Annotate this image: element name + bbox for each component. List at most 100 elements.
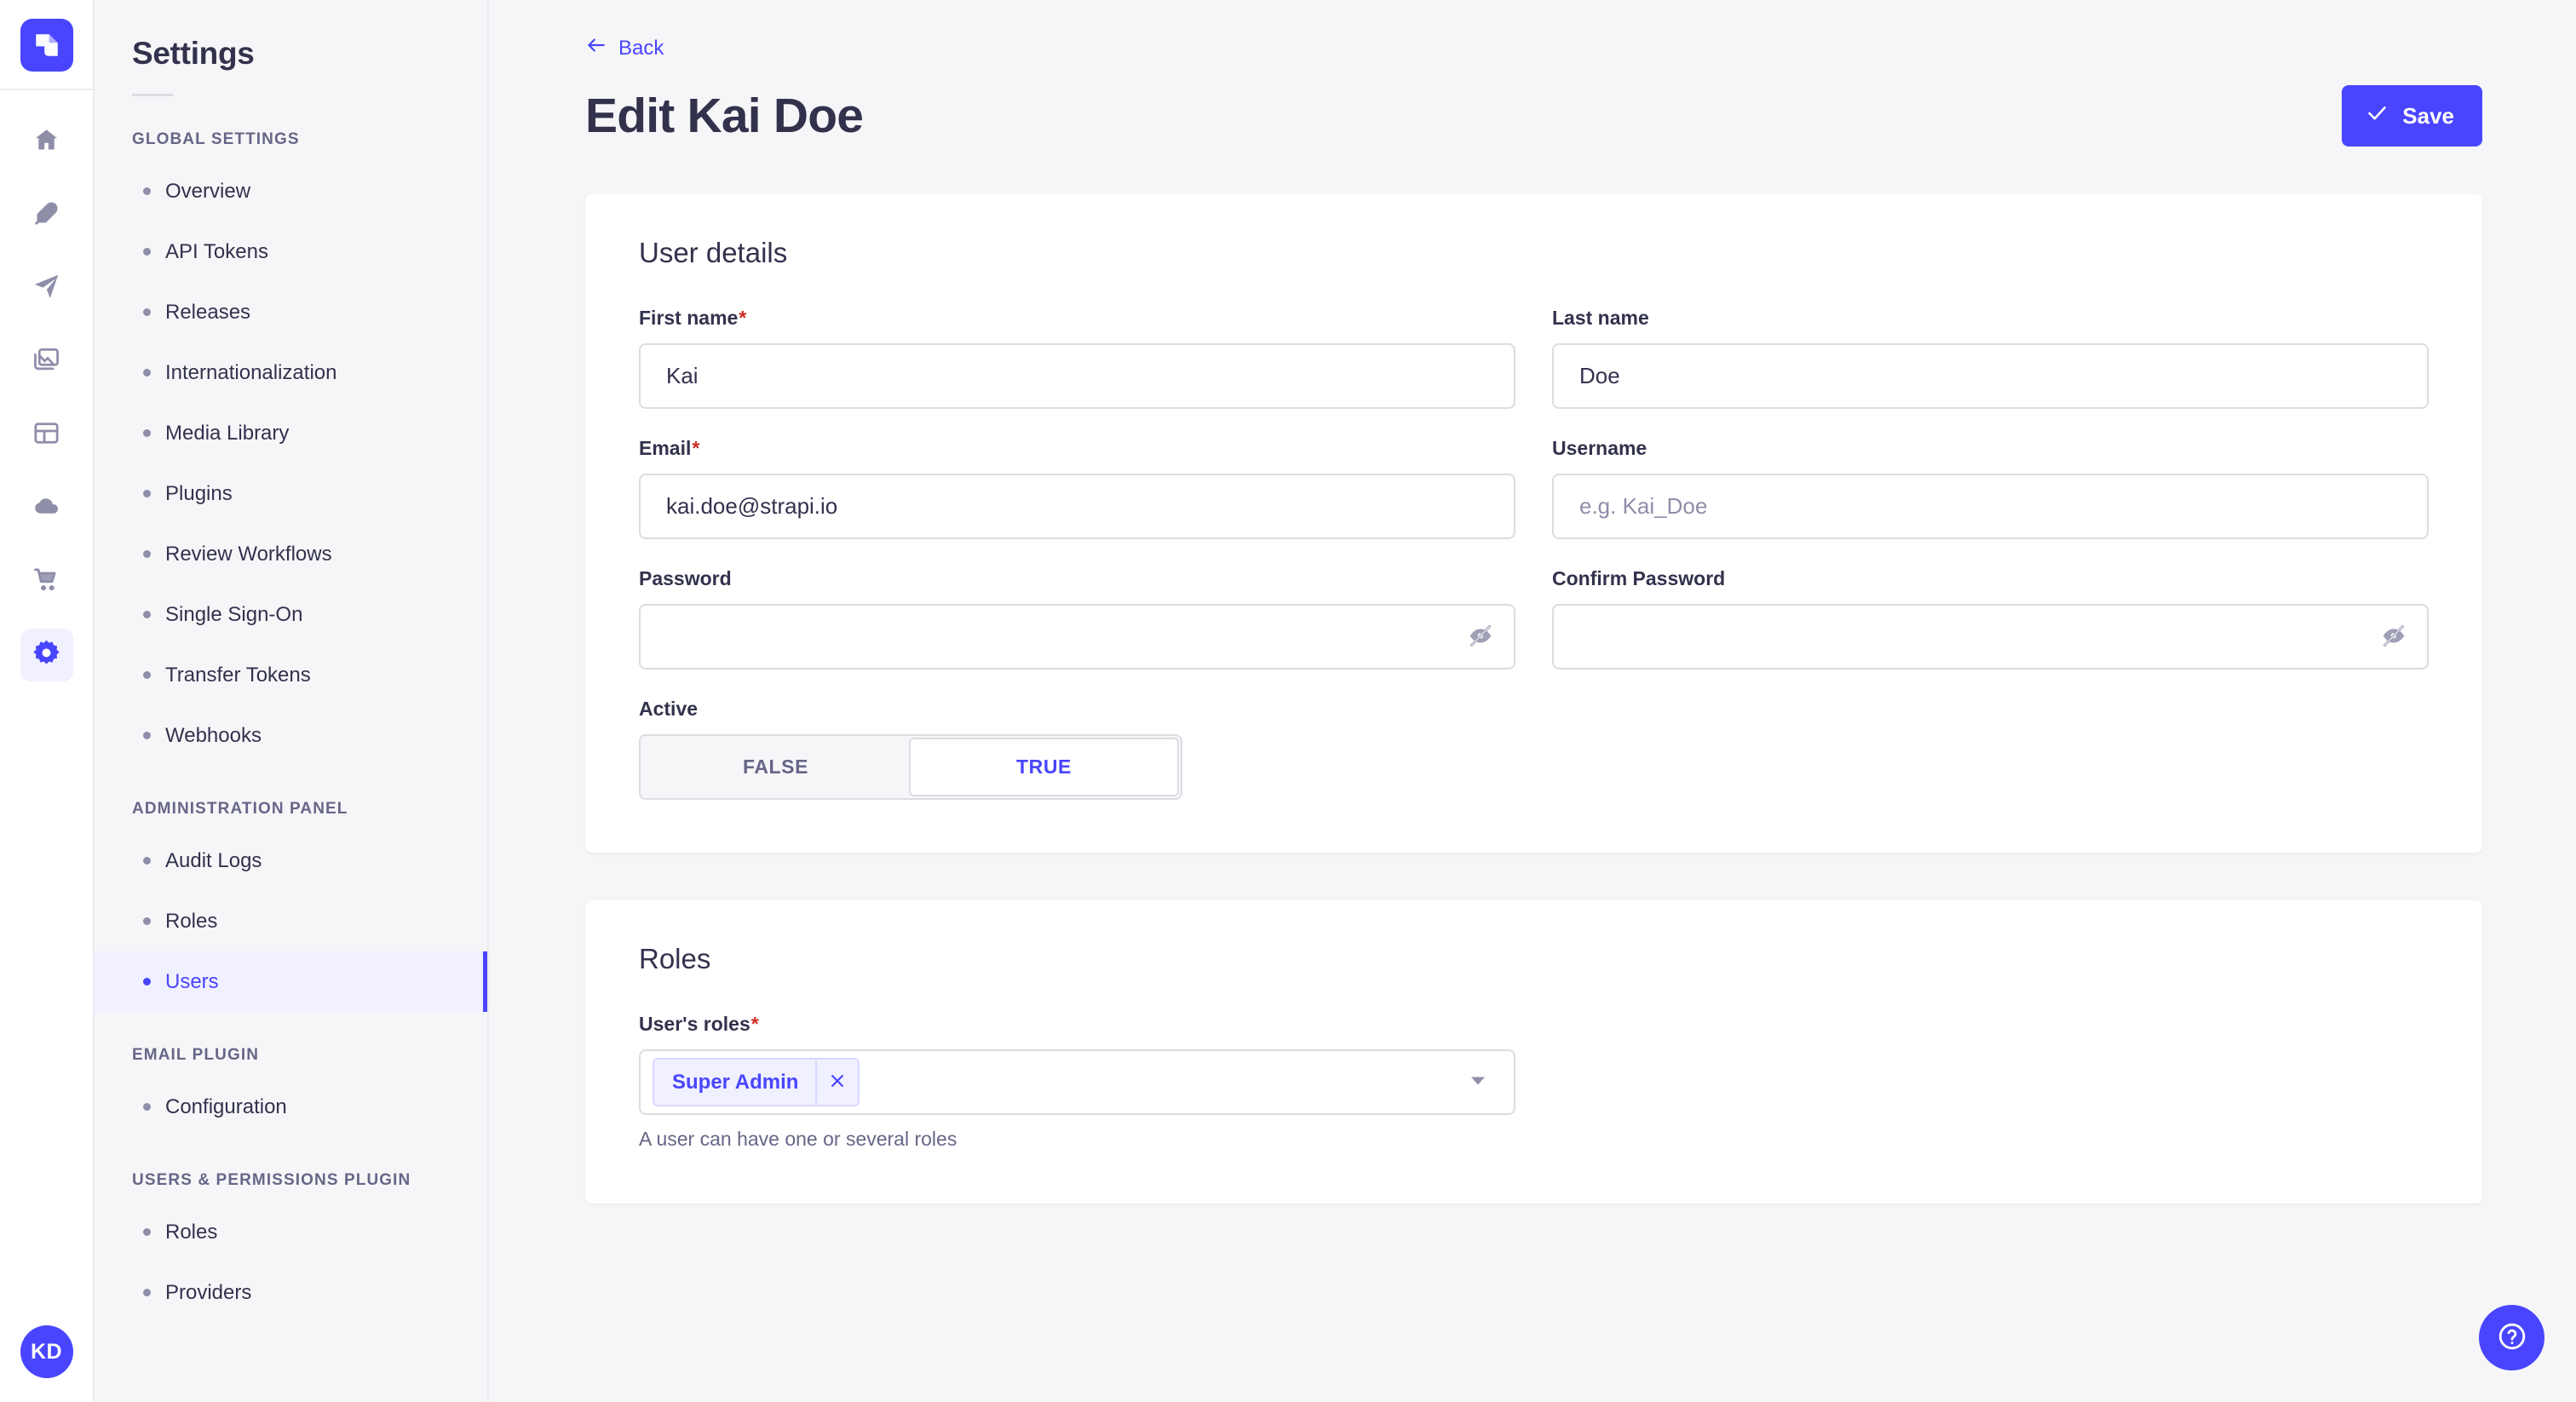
rail-item-media-library[interactable]	[20, 336, 73, 388]
bullet-icon	[143, 857, 151, 865]
sidebar-item-label: Providers	[165, 1280, 252, 1304]
rail-item-home[interactable]	[20, 116, 73, 169]
page-title: Edit Kai Doe	[585, 89, 864, 143]
sidebar-item-up-roles[interactable]: Roles	[95, 1202, 487, 1262]
cloud-icon	[32, 492, 60, 525]
sidebar-group-email-plugin: Configuration	[95, 1077, 487, 1137]
sidebar-item-webhooks[interactable]: Webhooks	[95, 705, 487, 766]
bullet-icon	[143, 369, 151, 376]
bullet-icon	[143, 187, 151, 195]
rail-divider	[0, 89, 94, 90]
confirm-password-input-wrap	[1552, 604, 2429, 669]
password-input[interactable]	[639, 604, 1515, 669]
sidebar-group-global-settings: Overview API Tokens Releases Internation…	[95, 161, 487, 766]
rail-item-cloud[interactable]	[20, 482, 73, 535]
bullet-icon	[143, 490, 151, 497]
settings-sidebar: Settings GLOBAL SETTINGS Overview API To…	[95, 0, 489, 1402]
sidebar-item-api-tokens[interactable]: API Tokens	[95, 221, 487, 282]
sidebar-item-audit-logs[interactable]: Audit Logs	[95, 830, 487, 891]
sidebar-item-users[interactable]: Users	[95, 951, 487, 1012]
chevron-down-icon[interactable]	[1468, 1070, 1488, 1095]
last-name-input-wrap	[1552, 343, 2429, 409]
first-name-input[interactable]	[639, 343, 1515, 409]
sidebar-section-users-permissions-plugin: USERS & PERMISSIONS PLUGIN	[132, 1171, 411, 1189]
back-link[interactable]: Back	[585, 34, 664, 62]
bullet-icon	[143, 429, 151, 437]
users-roles-field: User's roles* Super Admin	[639, 1013, 1515, 1151]
users-roles-select[interactable]: Super Admin	[639, 1049, 1515, 1115]
rail-item-layout[interactable]	[20, 409, 73, 462]
rail-item-marketplace[interactable]	[20, 555, 73, 608]
sidebar-item-label: Transfer Tokens	[165, 663, 311, 687]
email-input-wrap	[639, 474, 1515, 539]
layout-icon	[32, 419, 60, 451]
sidebar-item-label: Users	[165, 969, 219, 993]
shopping-cart-icon	[32, 566, 60, 598]
bullet-icon	[143, 1289, 151, 1296]
roles-card: Roles User's roles* Super Admin	[585, 900, 2482, 1204]
sidebar-item-label: Internationalization	[165, 360, 337, 384]
active-toggle-false[interactable]: FALSE	[742, 756, 809, 778]
role-tag-label: Super Admin	[672, 1070, 799, 1094]
users-roles-label: User's roles*	[639, 1013, 1515, 1036]
sidebar-section-email-plugin: EMAIL PLUGIN	[132, 1046, 260, 1064]
required-asterisk: *	[750, 1013, 759, 1035]
sidebar-item-plugins[interactable]: Plugins	[95, 463, 487, 524]
sidebar-item-media-library[interactable]: Media Library	[95, 403, 487, 463]
password-field: Password	[639, 567, 1515, 669]
help-button[interactable]	[2479, 1305, 2544, 1370]
users-roles-label-text: User's roles	[639, 1013, 750, 1035]
sidebar-item-label: API Tokens	[165, 239, 268, 263]
main-icon-rail: KD	[0, 0, 95, 1402]
sidebar-item-review-workflows[interactable]: Review Workflows	[95, 524, 487, 584]
bullet-icon	[143, 248, 151, 256]
sidebar-item-label: Overview	[165, 179, 251, 203]
sidebar-item-label: Single Sign-On	[165, 602, 303, 626]
email-input[interactable]	[639, 474, 1515, 539]
sidebar-section-global-settings: GLOBAL SETTINGS	[132, 130, 300, 148]
rail-item-settings[interactable]	[20, 629, 73, 681]
sidebar-item-single-sign-on[interactable]: Single Sign-On	[95, 584, 487, 645]
sidebar-item-transfer-tokens[interactable]: Transfer Tokens	[95, 645, 487, 705]
save-label: Save	[2402, 102, 2454, 129]
role-tag-remove-button[interactable]	[815, 1058, 858, 1106]
last-name-input[interactable]	[1552, 343, 2429, 409]
strapi-logo-icon[interactable]	[20, 19, 73, 72]
last-name-label: Last name	[1552, 307, 1649, 329]
sidebar-item-overview[interactable]: Overview	[95, 161, 487, 221]
rail-item-content-type-builder[interactable]	[20, 189, 73, 242]
sidebar-item-providers[interactable]: Providers	[95, 1262, 487, 1323]
sidebar-item-label: Review Workflows	[165, 542, 332, 566]
home-icon	[32, 126, 60, 158]
save-button[interactable]: Save	[2342, 85, 2482, 147]
active-toggle[interactable]: FALSE TRUE	[639, 734, 1182, 800]
password-label: Password	[639, 567, 732, 589]
active-toggle-true[interactable]: TRUE	[909, 738, 1179, 796]
bullet-icon	[143, 978, 151, 985]
password-visibility-toggle[interactable]	[1468, 623, 1493, 651]
bullet-icon	[143, 1103, 151, 1111]
confirm-password-input[interactable]	[1552, 604, 2429, 669]
user-details-grid: First name* Last name	[639, 307, 2429, 800]
roles-title: Roles	[639, 943, 711, 974]
first-name-label: First name*	[639, 307, 1515, 330]
required-asterisk: *	[739, 307, 747, 329]
sidebar-item-releases[interactable]: Releases	[95, 282, 487, 342]
username-input[interactable]	[1552, 474, 2429, 539]
form-content: User details First name* Last name	[489, 147, 2576, 1204]
users-roles-hint: A user can have one or several roles	[639, 1128, 957, 1150]
feather-icon	[32, 199, 60, 232]
active-label: Active	[639, 698, 699, 720]
active-field: Active FALSE TRUE	[639, 698, 1515, 800]
rail-item-content-manager[interactable]	[20, 262, 73, 315]
sidebar-item-roles[interactable]: Roles	[95, 891, 487, 951]
confirm-password-visibility-toggle[interactable]	[2381, 623, 2406, 651]
sidebar-title: Settings	[132, 36, 255, 71]
check-icon	[2366, 101, 2389, 130]
sidebar-item-internationalization[interactable]: Internationalization	[95, 342, 487, 403]
sidebar-divider	[132, 94, 173, 96]
sidebar-item-configuration[interactable]: Configuration	[95, 1077, 487, 1137]
title-row: Edit Kai Doe Save	[585, 85, 2482, 147]
last-name-field: Last name	[1552, 307, 2429, 409]
avatar[interactable]: KD	[20, 1325, 73, 1378]
